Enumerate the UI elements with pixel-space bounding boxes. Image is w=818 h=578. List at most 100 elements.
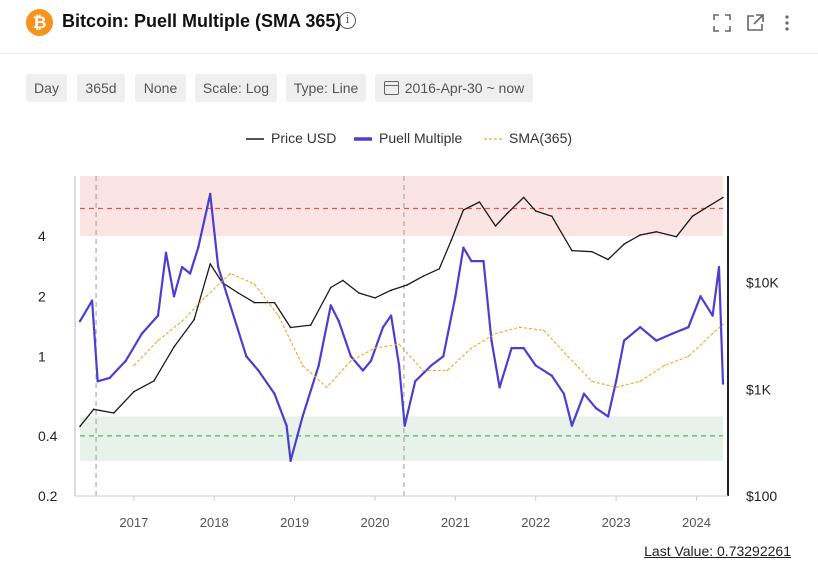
series-puell-point-29 <box>397 364 401 367</box>
series-price-point-20 <box>422 275 425 277</box>
series-price-point-11 <box>273 301 276 304</box>
series-puell-point-12 <box>209 192 212 196</box>
series-puell-point-58 <box>721 382 725 385</box>
series-price-point-9 <box>237 292 240 294</box>
right-tick-label-1: $1K <box>746 381 772 397</box>
date-range-button[interactable]: 2016-Apr-30 ~ now <box>375 74 533 102</box>
series-puell-point-0 <box>78 320 82 323</box>
series-sma-point-7 <box>301 364 304 367</box>
series-puell-point-11 <box>196 246 200 249</box>
series-price-point-31 <box>591 250 593 253</box>
legend-label-sma: SMA(365) <box>509 130 573 146</box>
series-puell-point-26 <box>369 359 373 363</box>
x-tick-label-7: 2024 <box>682 515 711 530</box>
series-price-point-27 <box>522 196 525 199</box>
series-price-point-0 <box>79 425 81 428</box>
series-price-point-7 <box>209 263 212 265</box>
chart-header: ₿ Bitcoin: Puell Multiple (SMA 365) i <box>0 0 818 54</box>
series-puell-point-47 <box>594 407 598 410</box>
series-puell-point-17 <box>273 392 276 395</box>
series-sma-line <box>133 272 724 388</box>
series-puell-point-50 <box>622 339 626 342</box>
series-sma-point-1 <box>157 339 159 342</box>
legend-label-puell: Puell Multiple <box>379 130 463 146</box>
series-puell-point-46 <box>582 392 586 395</box>
more-options-icon[interactable] <box>777 13 797 33</box>
last-value-link[interactable]: Last Value: 0.73292261 <box>644 543 791 559</box>
fullscreen-icon[interactable] <box>712 13 732 33</box>
series-puell-point-18 <box>285 424 288 427</box>
series-puell-point-37 <box>482 259 485 263</box>
legend-line-sma <box>484 138 502 140</box>
series-price-point-29 <box>551 215 553 217</box>
series-sma-point-21 <box>639 380 642 383</box>
series-price-point-4 <box>153 380 155 382</box>
chart-legend: Price USD Puell Multiple SMA(365) <box>0 130 818 148</box>
series-price-point-33 <box>623 243 625 245</box>
legend-line-puell <box>354 137 372 142</box>
series-puell-point-16 <box>257 369 260 372</box>
series-puell-point-52 <box>655 339 658 342</box>
series-puell-point-15 <box>245 355 248 358</box>
series-sma-point-8 <box>325 386 328 389</box>
series-sma-point-6 <box>277 314 280 317</box>
series-puell-point-13 <box>217 265 220 269</box>
upper-zone <box>80 176 723 237</box>
x-tick-label-0: 2017 <box>119 515 148 530</box>
series-price-point-6 <box>193 318 195 321</box>
series-puell-point-8 <box>172 295 176 298</box>
interval-button[interactable]: Day <box>26 74 67 102</box>
series-price-point-12 <box>289 326 292 329</box>
x-tick-label-5: 2022 <box>521 515 550 530</box>
series-puell-point-3 <box>108 376 111 380</box>
series-puell-point-56 <box>711 314 714 317</box>
right-tick-label-2: $10K <box>746 275 779 291</box>
series-puell-point-20 <box>301 415 304 418</box>
series-puell-point-57 <box>717 265 721 269</box>
x-tick-label-4: 2021 <box>441 515 470 530</box>
series-puell-point-49 <box>614 380 618 383</box>
series-price-point-10 <box>253 301 256 304</box>
series-price-point-35 <box>655 230 658 233</box>
series-price-point-32 <box>607 258 609 261</box>
left-tick-label-2: 1 <box>38 348 46 364</box>
series-puell-point-41 <box>522 346 525 350</box>
info-icon[interactable]: i <box>339 12 356 29</box>
series-price-point-23 <box>462 209 465 211</box>
series-price-point-16 <box>358 292 360 294</box>
series-sma-point-24 <box>711 332 714 335</box>
right-tick-label-0: $100 <box>746 488 777 504</box>
lower-zone <box>80 416 723 461</box>
series-price-point-25 <box>494 225 497 227</box>
series-sma-point-15 <box>494 332 497 335</box>
legend-item-puell[interactable]: Puell Multiple <box>354 130 462 146</box>
series-puell-point-44 <box>562 392 566 395</box>
legend-item-price[interactable]: Price USD <box>246 130 336 146</box>
series-price-point-36 <box>675 235 678 238</box>
series-puell-point-1 <box>90 299 94 302</box>
series-price-point-1 <box>92 408 95 411</box>
legend-item-sma[interactable]: SMA(365) <box>484 130 572 146</box>
series-price-point-19 <box>406 284 408 286</box>
series-price-point-2 <box>112 412 115 414</box>
series-price-line <box>79 196 724 427</box>
puell-multiple-chart: 0.2 0.4 1 2 4 $100 $1K $10K 2017 2018 2019 2020 2021… <box>38 176 779 530</box>
type-button[interactable]: Type: Line <box>286 74 366 102</box>
series-price-point-39 <box>722 196 724 199</box>
open-external-icon[interactable] <box>745 13 765 33</box>
series-puell-point-48 <box>606 415 610 418</box>
series-puell-point-19 <box>289 459 292 463</box>
window-button[interactable]: 365d <box>77 74 125 102</box>
calendar-icon <box>383 81 399 95</box>
series-puell-point-25 <box>361 369 365 372</box>
series-sma-point-13 <box>446 369 449 372</box>
smoothing-button[interactable]: None <box>135 74 186 102</box>
series-puell-point-22 <box>329 304 332 307</box>
series-puell-point-31 <box>413 380 417 383</box>
series-sma-point-5 <box>253 283 256 285</box>
series-price-point-21 <box>438 267 441 270</box>
series-sma-point-11 <box>398 343 400 346</box>
scale-button[interactable]: Scale: Log <box>195 74 277 102</box>
series-puell-point-42 <box>534 364 537 367</box>
series-puell-point-36 <box>470 259 473 263</box>
